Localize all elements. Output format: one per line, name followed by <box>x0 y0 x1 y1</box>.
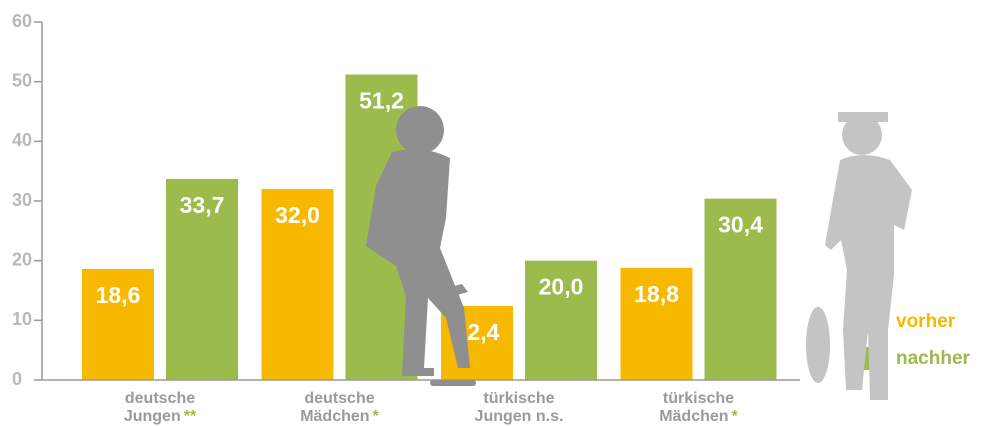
y-tick-label: 0 <box>12 369 22 389</box>
value-label: 18,6 <box>96 282 141 308</box>
value-label: 30,4 <box>718 212 763 238</box>
y-tick-label: 60 <box>12 11 32 31</box>
value-label: 33,7 <box>180 192 225 218</box>
x-tick-label: türkische Jungen n.s. <box>475 390 564 425</box>
x-tick-label-line: Jungen <box>124 408 181 425</box>
x-tick-label-line: deutsche <box>304 390 374 407</box>
value-label: 18,8 <box>634 281 679 307</box>
x-tick-label-line: Jungen n.s. <box>475 408 564 425</box>
significance-mark: ** <box>184 408 197 425</box>
bar <box>166 178 238 380</box>
value-label: 32,0 <box>275 202 320 228</box>
x-tick-label-line: türkische <box>483 390 554 407</box>
x-tick-label: deutsche Jungen ** <box>124 390 197 425</box>
x-tick-label: deutsche Mädchen * <box>300 390 379 425</box>
x-tick-label-line: deutsche <box>125 390 195 407</box>
value-label: 20,0 <box>539 274 584 300</box>
y-tick-label: 50 <box>12 70 32 90</box>
value-label: 51,2 <box>359 88 404 114</box>
x-tick-label-line: türkische <box>663 390 734 407</box>
y-tick-label: 20 <box>12 249 32 269</box>
bar <box>261 189 334 380</box>
x-tick-label: türkische Mädchen * <box>659 390 738 425</box>
y-tick-label: 10 <box>12 309 32 329</box>
bar <box>82 269 154 380</box>
x-tick-label-line: Mädchen <box>300 408 369 425</box>
bar <box>620 267 693 380</box>
legend-label: nachher <box>896 348 971 369</box>
x-tick-label-line: Mädchen <box>659 408 728 425</box>
y-tick-label: 40 <box>12 130 32 150</box>
bar <box>704 198 777 380</box>
y-tick-label: 30 <box>12 190 32 210</box>
significance-mark: * <box>732 408 739 425</box>
legend-label: vorher <box>896 311 956 332</box>
silhouette-left <box>366 106 476 386</box>
silhouette-right <box>806 112 912 400</box>
significance-mark: * <box>373 408 380 425</box>
bar <box>525 260 597 380</box>
